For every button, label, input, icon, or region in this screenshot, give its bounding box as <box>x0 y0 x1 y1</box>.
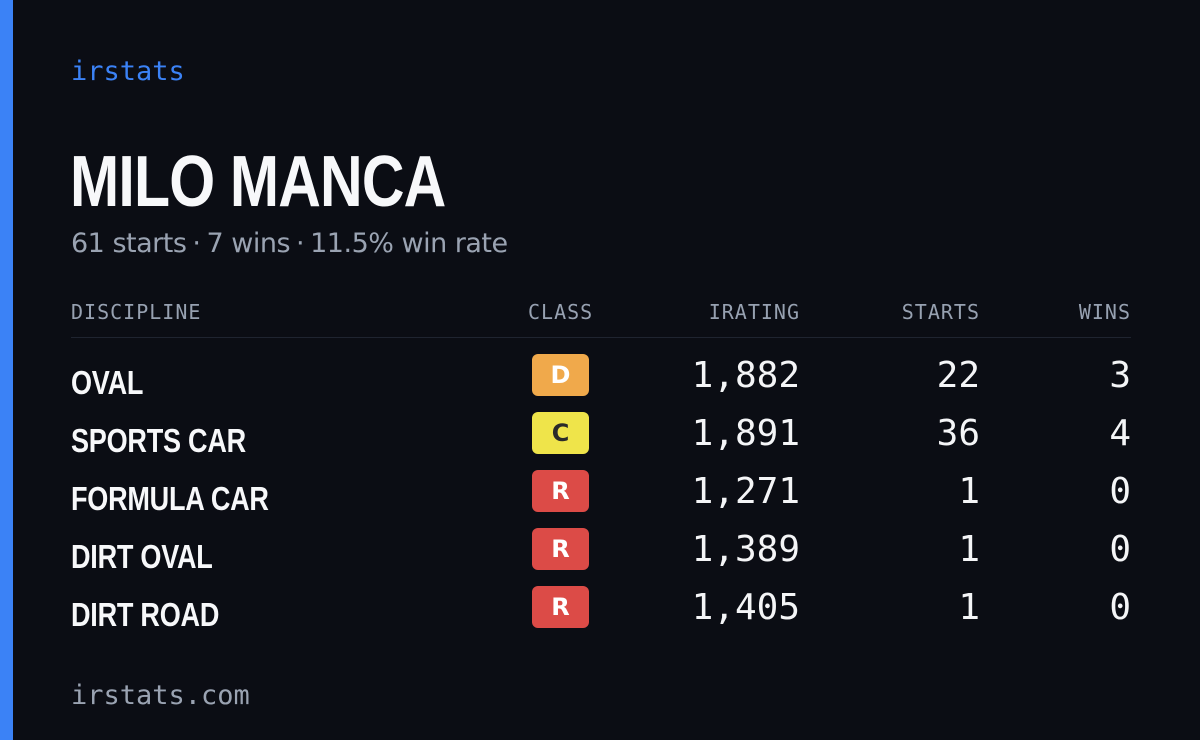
table-row: OVAL D 1,882 22 3 <box>71 352 1131 410</box>
column-header-irating: IRATING <box>708 300 800 324</box>
column-header-class: CLASS <box>528 300 594 324</box>
brand-logo-text[interactable]: irstats <box>71 56 185 87</box>
license-table: DISCIPLINE CLASS IRATING STARTS WINS OVA… <box>71 298 1131 642</box>
wins-value: 4 <box>1109 413 1131 454</box>
table-row: DIRT ROAD R 1,405 1 0 <box>71 584 1131 642</box>
license-class-badge: R <box>532 528 589 570</box>
table-row: FORMULA CAR R 1,271 1 0 <box>71 468 1131 526</box>
table-header: DISCIPLINE CLASS IRATING STARTS WINS <box>71 298 1131 338</box>
wins-value: 0 <box>1109 529 1131 570</box>
player-summary: 61 starts · 7 wins · 11.5% win rate <box>71 228 508 259</box>
wins-value: 0 <box>1109 587 1131 628</box>
irating-value: 1,271 <box>691 471 800 512</box>
discipline-name: FORMULA CAR <box>71 480 269 517</box>
summary-starts: 61 starts <box>71 228 187 259</box>
column-header-starts: STARTS <box>901 300 980 324</box>
summary-win-rate: 11.5% win rate <box>310 228 508 259</box>
wins-value: 3 <box>1109 355 1131 396</box>
license-class-badge: R <box>532 470 589 512</box>
footer-url[interactable]: irstats.com <box>71 680 250 711</box>
starts-value: 22 <box>936 355 980 396</box>
discipline-name: DIRT ROAD <box>71 596 220 633</box>
summary-wins: 7 wins <box>206 228 291 259</box>
accent-bar <box>0 0 13 740</box>
wins-value: 0 <box>1109 471 1131 512</box>
starts-value: 1 <box>958 529 980 570</box>
license-class-badge: D <box>532 354 589 396</box>
starts-value: 36 <box>936 413 980 454</box>
table-row: DIRT OVAL R 1,389 1 0 <box>71 526 1131 584</box>
column-header-wins: WINS <box>1078 300 1131 324</box>
starts-value: 1 <box>958 587 980 628</box>
discipline-name: DIRT OVAL <box>71 538 213 575</box>
table-row: SPORTS CAR C 1,891 36 4 <box>71 410 1131 468</box>
irating-value: 1,389 <box>691 529 800 570</box>
summary-separator: · <box>296 228 305 259</box>
license-class-badge: R <box>532 586 589 628</box>
discipline-name: OVAL <box>71 364 144 401</box>
player-name: MILO MANCA <box>70 142 446 222</box>
irating-value: 1,882 <box>691 355 800 396</box>
column-header-discipline: DISCIPLINE <box>71 300 202 324</box>
summary-separator: · <box>192 228 201 259</box>
table-body: OVAL D 1,882 22 3 SPORTS CAR C 1,891 36 … <box>71 352 1131 642</box>
irating-value: 1,405 <box>691 587 800 628</box>
irating-value: 1,891 <box>691 413 800 454</box>
starts-value: 1 <box>958 471 980 512</box>
discipline-name: SPORTS CAR <box>71 422 246 459</box>
license-class-badge: C <box>532 412 589 454</box>
